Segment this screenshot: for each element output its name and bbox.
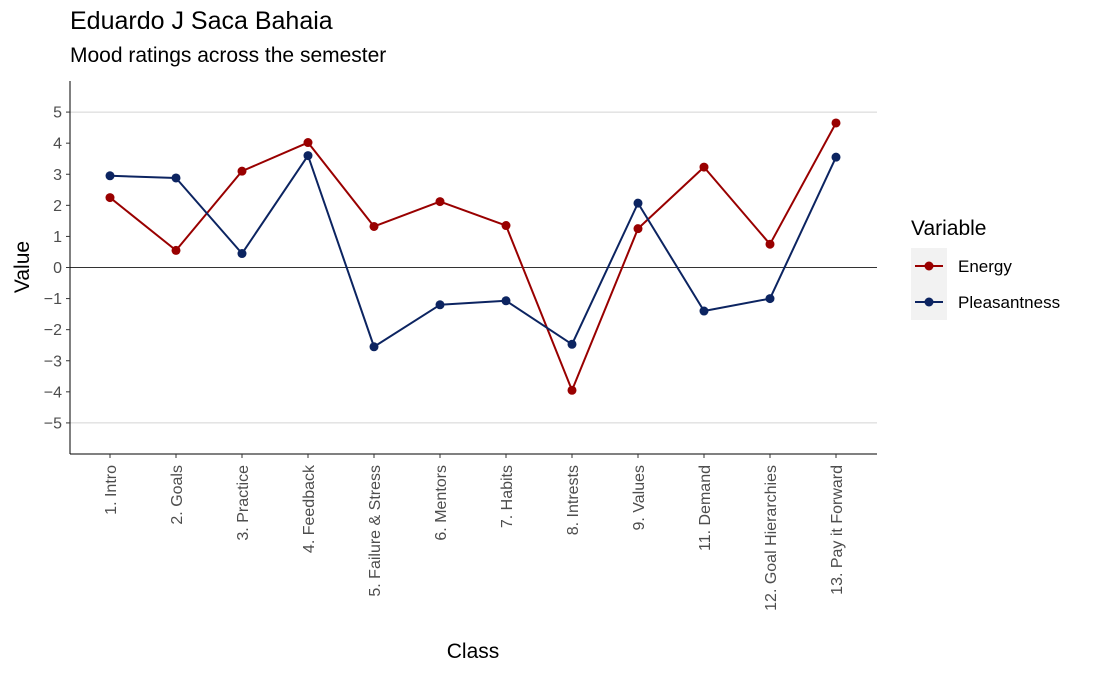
data-point-energy (105, 193, 115, 203)
chart-subtitle: Mood ratings across the semester (70, 44, 387, 67)
data-point-energy (435, 197, 445, 207)
legend-key-background (911, 248, 947, 320)
y-tick-label: −1 (44, 291, 62, 308)
data-point-energy (831, 118, 841, 128)
data-point-energy (303, 138, 313, 148)
data-point-pleasantness (369, 342, 379, 352)
y-tick-label: 4 (53, 136, 62, 153)
data-point-pleasantness (105, 171, 115, 181)
x-tick-label: 8. Intrests (565, 465, 582, 535)
data-point-pleasantness (633, 198, 643, 208)
x-tick-label: 9. Values (631, 465, 648, 531)
data-point-pleasantness (699, 306, 709, 316)
y-tick-label: −2 (44, 322, 62, 339)
y-tick-label: 0 (53, 260, 62, 277)
data-point-energy (501, 221, 511, 231)
series-line-energy (109, 122, 837, 392)
data-point-pleasantness (237, 249, 247, 259)
legend-key-point (924, 297, 934, 307)
data-point-energy (567, 385, 577, 395)
data-point-energy (171, 245, 181, 255)
data-point-pleasantness (567, 339, 577, 349)
y-tick-label: −3 (44, 353, 62, 370)
y-tick-label: −4 (44, 384, 62, 401)
x-tick-label: 12. Goal Hierarchies (763, 465, 780, 611)
x-axis-title: Class (447, 640, 500, 663)
data-point-pleasantness (831, 152, 841, 162)
legend-key-point (924, 261, 934, 271)
data-point-energy (369, 221, 379, 231)
y-axis-title: Value (11, 241, 34, 293)
x-tick-label: 6. Mentors (433, 465, 450, 541)
data-point-energy (765, 239, 775, 249)
y-tick-label: 3 (53, 167, 62, 184)
legend-label: Energy (958, 257, 1012, 276)
x-tick-label: 5. Failure & Stress (367, 465, 384, 597)
legend: Variable Energy Pleasantness (911, 217, 1060, 320)
data-point-pleasantness (501, 296, 511, 306)
legend-title: Variable (911, 217, 987, 240)
data-point-pleasantness (171, 173, 181, 183)
data-point-energy (633, 224, 643, 234)
y-tick-label: −5 (44, 415, 62, 432)
data-point-energy (237, 166, 247, 176)
data-point-pleasantness (435, 300, 445, 310)
legend-label: Pleasantness (958, 293, 1060, 312)
x-axis-ticks: 1. Intro 2. Goals 3. Practice 4. Feedback 5.… (103, 454, 846, 611)
x-tick-label: 4. Feedback (301, 464, 318, 553)
chart-title: Eduardo J Saca Bahaia (70, 7, 333, 35)
data-point-energy (699, 162, 709, 172)
x-tick-label: 11. Demand (697, 465, 714, 551)
x-tick-label: 1. Intro (103, 465, 120, 515)
series-layer (105, 118, 841, 395)
x-tick-label: 7. Habits (499, 465, 516, 528)
data-point-pleasantness (765, 294, 775, 304)
gridlines (70, 111, 877, 424)
y-axis-ticks: −5 −4 −3 −2 −1 0 1 2 3 4 5 (44, 105, 70, 432)
y-tick-label: 2 (53, 198, 62, 215)
series-line-pleasantness (109, 154, 837, 348)
y-tick-label: 5 (53, 105, 62, 122)
x-tick-label: 3. Practice (235, 465, 252, 541)
x-tick-label: 2. Goals (169, 465, 186, 525)
y-tick-label: 1 (53, 229, 62, 246)
data-point-pleasantness (303, 151, 313, 161)
x-tick-label: 13. Pay it Forward (829, 465, 846, 595)
